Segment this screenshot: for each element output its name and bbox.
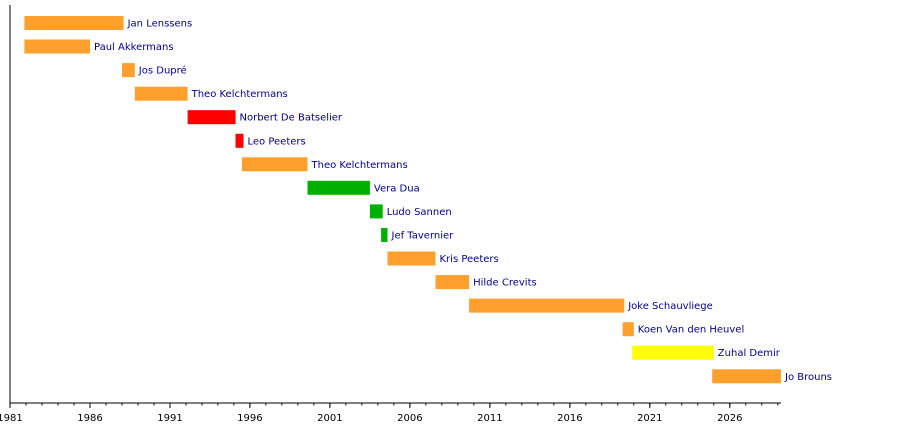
bar-label: Paul Akkermans xyxy=(94,42,174,53)
bar-label: Jef Tavernier xyxy=(391,231,455,242)
bar-label: Theo Kelchtermans xyxy=(191,89,288,100)
x-tick-label: 1991 xyxy=(157,413,182,424)
x-tick-label: 2016 xyxy=(557,413,582,424)
timeline-bar xyxy=(387,251,436,266)
timeline-bar xyxy=(307,180,370,195)
bar-label: Jos Dupré xyxy=(138,65,187,77)
bars-layer xyxy=(24,16,781,384)
x-tick-label: 2001 xyxy=(317,413,342,424)
timeline-bar xyxy=(187,110,236,125)
x-tick-label: 1981 xyxy=(0,413,23,424)
timeline-bar xyxy=(369,204,383,219)
x-tick-label: 2026 xyxy=(717,413,742,424)
x-axis: 1981 1986 1991 1996 2001 2006 2011 2016 2021 2026 xyxy=(0,5,781,424)
bar-label: Leo Peeters xyxy=(248,136,306,147)
x-tick-label: 1996 xyxy=(237,413,262,424)
timeline-bar xyxy=(24,16,124,30)
x-tick-label: 1986 xyxy=(77,413,102,424)
bar-label: Ludo Sannen xyxy=(387,207,452,218)
bar-label: Jan Lenssens xyxy=(127,19,193,30)
timeline-bar xyxy=(381,228,388,242)
bar-label: Jo Brouns xyxy=(784,372,832,383)
x-tick-label: 2011 xyxy=(477,413,502,424)
bar-label: Theo Kelchtermans xyxy=(311,160,408,171)
bar-label: Koen Van den Heuvel xyxy=(638,325,744,336)
timeline-bar xyxy=(134,86,188,101)
timeline-bar xyxy=(469,298,625,313)
bar-label: Vera Dua xyxy=(374,183,420,194)
timeline-bar xyxy=(235,133,244,148)
bar-label: Joke Schauvliege xyxy=(627,301,713,312)
timeline-bar xyxy=(632,345,714,360)
timeline-bar xyxy=(622,322,634,337)
bar-labels-layer: Jan Lenssens Paul Akkermans Jos Dupré Theo … xyxy=(94,19,832,383)
bar-label: Zuhal Demir xyxy=(718,348,781,359)
timeline-bar xyxy=(122,63,135,78)
bar-label: Norbert De Batselier xyxy=(240,113,343,124)
bar-label: Kris Peeters xyxy=(440,254,499,265)
timeline-bar xyxy=(712,369,781,384)
x-tick-label: 2006 xyxy=(397,413,422,424)
x-tick-label: 2021 xyxy=(637,413,662,424)
timeline-bar xyxy=(435,275,470,290)
timeline-bar xyxy=(241,157,308,172)
bar-label: Hilde Crevits xyxy=(473,278,537,289)
timeline-bar xyxy=(24,39,90,54)
